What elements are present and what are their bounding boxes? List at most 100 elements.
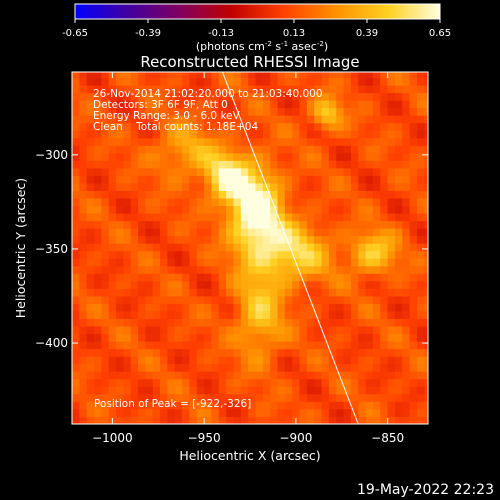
heatmap-cell: [328, 296, 337, 304]
heatmap-cell: [387, 243, 396, 252]
heatmap-cell: [174, 341, 183, 350]
heatmap-cell: [204, 160, 212, 169]
heatmap-cell: [402, 85, 411, 94]
heatmap-cell: [328, 100, 337, 109]
heatmap-cell: [218, 100, 227, 109]
heatmap-cell: [226, 100, 234, 109]
heatmap-cell: [409, 356, 418, 365]
heatmap-cell: [416, 130, 425, 139]
heatmap-cell: [218, 107, 227, 116]
heatmap-cell: [372, 371, 381, 380]
heatmap-cell: [204, 288, 212, 297]
heatmap-cell: [424, 288, 428, 297]
heatmap-cell: [380, 107, 389, 116]
heatmap-cell: [380, 408, 389, 417]
heatmap-cell: [409, 296, 418, 304]
heatmap-cell: [277, 152, 286, 161]
heatmap-cell: [145, 265, 154, 274]
heatmap-cell: [218, 408, 227, 417]
heatmap-cell: [416, 152, 425, 161]
heatmap-cell: [130, 205, 139, 214]
heatmap-cell: [350, 250, 359, 259]
heatmap-cell: [233, 348, 242, 357]
heatmap-cell: [233, 341, 242, 350]
heatmap-cell: [262, 333, 271, 342]
heatmap-cell: [365, 220, 374, 229]
heatmap-cell: [416, 220, 425, 229]
heatmap-cell: [189, 333, 198, 342]
heatmap-cell: [196, 168, 205, 176]
heatmap-cell: [416, 416, 425, 424]
heatmap-cell: [196, 363, 205, 372]
heatmap-cell: [299, 378, 308, 387]
heatmap-cell: [116, 115, 124, 124]
heatmap-cell: [336, 198, 344, 207]
heatmap-cell: [204, 378, 212, 387]
heatmap-cell: [314, 280, 322, 289]
heatmap-cell: [233, 115, 242, 124]
heatmap-cell: [424, 115, 428, 124]
heatmap-cell: [284, 220, 293, 229]
heatmap-cell: [204, 220, 212, 229]
heatmap-cell: [196, 228, 205, 237]
heatmap-cell: [255, 273, 264, 282]
heatmap-cell: [365, 258, 374, 267]
heatmap-cell: [328, 205, 337, 214]
heatmap-cell: [211, 416, 220, 424]
heatmap-cell: [328, 220, 337, 229]
heatmap-cell: [167, 318, 176, 327]
heatmap-cell: [182, 228, 190, 237]
heatmap-cell: [416, 265, 425, 274]
heatmap-cell: [240, 326, 249, 335]
heatmap-cell: [101, 250, 110, 259]
heatmap-cell: [226, 122, 234, 131]
heatmap-cell: [416, 363, 425, 372]
heatmap-cell: [394, 303, 403, 312]
heatmap-cell: [328, 130, 337, 139]
heatmap-cell: [299, 296, 308, 304]
heatmap-cell: [174, 265, 183, 274]
heatmap-cell: [240, 348, 249, 357]
heatmap-cell: [350, 371, 359, 380]
heatmap-cell: [86, 348, 95, 357]
heatmap-cell: [380, 145, 389, 154]
heatmap-cell: [262, 296, 271, 304]
heatmap-cell: [402, 190, 411, 199]
heatmap-cell: [189, 318, 198, 327]
heatmap-cell: [343, 265, 352, 274]
heatmap-cell: [336, 175, 344, 184]
heatmap-cell: [226, 250, 234, 259]
heatmap-cell: [380, 393, 389, 402]
heatmap-cell: [255, 265, 264, 274]
heatmap-cell: [174, 160, 183, 169]
heatmap-cell: [152, 235, 161, 244]
heatmap-cell: [123, 401, 132, 410]
heatmap-cell: [174, 107, 183, 116]
heatmap-cell: [204, 235, 212, 244]
heatmap-cell: [321, 152, 330, 161]
heatmap-cell: [79, 401, 88, 410]
heatmap-cell: [72, 280, 80, 289]
heatmap-cell: [160, 168, 168, 176]
heatmap-cell: [277, 160, 286, 169]
heatmap-cell: [387, 341, 396, 350]
heatmap-cell: [123, 130, 132, 139]
heatmap-cell: [350, 273, 359, 282]
heatmap-cell: [204, 152, 212, 161]
heatmap-cell: [233, 220, 242, 229]
heatmap-cell: [152, 250, 161, 259]
heatmap-cell: [299, 100, 308, 109]
heatmap-cell: [321, 145, 330, 154]
heatmap-cell: [284, 393, 293, 402]
heatmap-cell: [306, 408, 315, 417]
heatmap-cell: [328, 393, 337, 402]
heatmap-cell: [123, 220, 132, 229]
heatmap-cell: [79, 416, 88, 424]
heatmap-cell: [262, 243, 271, 252]
heatmap-cell: [116, 348, 124, 357]
heatmap-cell: [240, 356, 249, 365]
heatmap-cell: [108, 115, 117, 124]
heatmap-cell: [416, 107, 425, 116]
heatmap-cell: [284, 318, 293, 327]
heatmap-cell: [402, 378, 411, 387]
